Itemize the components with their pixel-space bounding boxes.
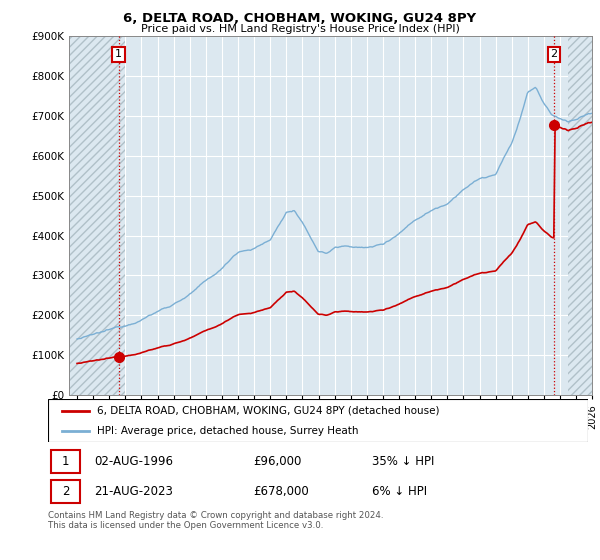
Text: 35% ↓ HPI: 35% ↓ HPI	[372, 455, 434, 468]
Text: £96,000: £96,000	[253, 455, 302, 468]
Text: 02-AUG-1996: 02-AUG-1996	[94, 455, 173, 468]
Text: 21-AUG-2023: 21-AUG-2023	[94, 484, 173, 498]
Bar	[50, 479, 80, 502]
Text: 1: 1	[115, 49, 122, 59]
Text: £678,000: £678,000	[253, 484, 309, 498]
Bar	[568, 36, 592, 395]
Bar	[69, 36, 125, 395]
Text: HPI: Average price, detached house, Surrey Heath: HPI: Average price, detached house, Surr…	[97, 427, 358, 436]
Text: 6, DELTA ROAD, CHOBHAM, WOKING, GU24 8PY (detached house): 6, DELTA ROAD, CHOBHAM, WOKING, GU24 8PY…	[97, 406, 439, 416]
Text: 2: 2	[550, 49, 557, 59]
Bar	[50, 450, 80, 473]
Text: Contains HM Land Registry data © Crown copyright and database right 2024.
This d: Contains HM Land Registry data © Crown c…	[48, 511, 383, 530]
Text: 1: 1	[62, 455, 70, 468]
Text: 6% ↓ HPI: 6% ↓ HPI	[372, 484, 427, 498]
Text: Price paid vs. HM Land Registry's House Price Index (HPI): Price paid vs. HM Land Registry's House …	[140, 24, 460, 34]
Text: 2: 2	[62, 484, 70, 498]
Text: 6, DELTA ROAD, CHOBHAM, WOKING, GU24 8PY: 6, DELTA ROAD, CHOBHAM, WOKING, GU24 8PY	[124, 12, 476, 25]
